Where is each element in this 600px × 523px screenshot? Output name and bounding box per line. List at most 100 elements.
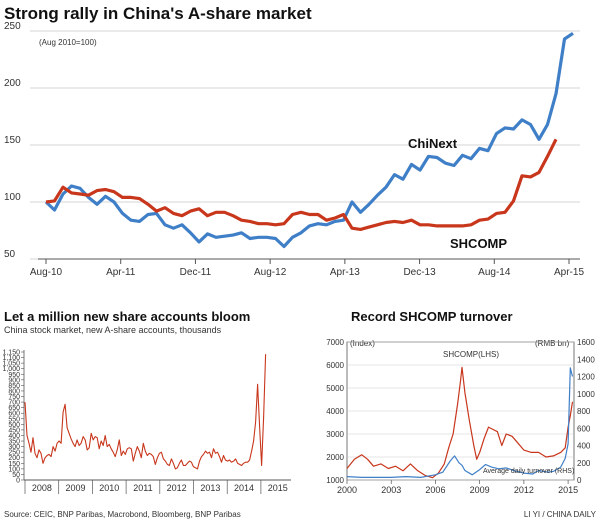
main-x-tick-label: Aug-10	[30, 267, 63, 278]
main-x-tick-label: Dec-13	[403, 267, 436, 278]
accounts-y-tick-label: 300	[8, 444, 20, 451]
main-y-tick-label: 150	[4, 135, 21, 146]
turnover-x-tick-label: 2012	[514, 485, 534, 495]
accounts-y-tick-label: 1,150	[2, 350, 20, 357]
accounts-y-tick-label: 650	[8, 405, 20, 412]
turnover-left-tick-label: 4000	[326, 407, 344, 416]
main-chart-grid	[30, 30, 580, 260]
turnover-left-tick-label: 5000	[326, 384, 344, 393]
accounts-chart: Let a million new share accounts bloom C…	[2, 309, 291, 494]
main-chart-lines	[44, 31, 574, 249]
accounts-y-tick-label: 1,050	[2, 361, 20, 368]
accounts-y-tick-label: 750	[8, 394, 20, 401]
main-y-tick-label: 200	[4, 78, 21, 89]
turnover-chart-y-ticks: 1000 2000 3000 4000 5000 6000 7000 0 200 400 600 80…	[326, 338, 595, 485]
accounts-x-tick-label: 2009	[66, 483, 86, 493]
accounts-x-tick-label: 2011	[133, 483, 152, 493]
turnover-right-tick-label: 800	[577, 407, 591, 416]
accounts-chart-x-ticks: 2008 2009 2010 2011 2012 2013 2014 2015	[24, 479, 291, 494]
turnover-right-tick-label: 1600	[577, 338, 595, 347]
accounts-line	[24, 354, 267, 470]
turnover-left-tick-label: 3000	[326, 430, 344, 439]
turnover-line	[346, 367, 574, 478]
accounts-y-tick-label: 500	[8, 422, 20, 429]
turnover-right-tick-label: 200	[577, 459, 591, 468]
main-chart: Strong rally in China's A-share market (…	[4, 4, 584, 278]
turnover-chart-lines	[346, 366, 574, 479]
turnover-chart-title: Record SHCOMP turnover	[351, 309, 513, 324]
accounts-y-tick-label: 850	[8, 383, 20, 390]
credit-note: LI YI / CHINA DAILY	[524, 510, 597, 519]
turnover-x-tick-label: 2015	[558, 485, 578, 495]
accounts-chart-subtitle: China stock market, new A-share accounts…	[4, 325, 222, 335]
main-x-tick-label: Aug-14	[478, 267, 511, 278]
turnover-right-tick-label: 0	[577, 476, 582, 485]
accounts-y-tick-label: 0	[16, 478, 20, 485]
accounts-y-tick-label: 50	[12, 472, 20, 479]
accounts-y-tick-label: 100	[8, 466, 20, 473]
accounts-y-tick-label: 1,000	[2, 366, 20, 373]
accounts-x-tick-label: 2015	[268, 483, 288, 493]
main-chart-title: Strong rally in China's A-share market	[4, 4, 312, 23]
turnover-left-tick-label: 6000	[326, 361, 344, 370]
main-y-tick-label: 50	[4, 249, 16, 260]
accounts-chart-title: Let a million new share accounts bloom	[4, 309, 250, 324]
turnover-right-tick-label: 600	[577, 424, 591, 433]
turnover-right-tick-label: 1200	[577, 373, 595, 382]
accounts-y-tick-label: 350	[8, 439, 20, 446]
shcomp-index-line	[346, 366, 574, 479]
main-x-tick-label: Aug-12	[254, 267, 287, 278]
turnover-chart: Record SHCOMP turnover (Index) (RMB bn) …	[326, 309, 595, 495]
accounts-x-tick-label: 2010	[99, 483, 119, 493]
turnover-right-tick-label: 400	[577, 442, 591, 451]
turnover-right-tick-label: 1400	[577, 355, 595, 364]
accounts-y-tick-label: 600	[8, 411, 20, 418]
accounts-y-tick-label: 700	[8, 400, 20, 407]
turnover-right-axis-label: (RMB bn)	[535, 339, 570, 348]
turnover-left-tick-label: 7000	[326, 338, 344, 347]
turnover-left-tick-label: 1000	[326, 476, 344, 485]
chinext-label: ChiNext	[408, 136, 458, 151]
accounts-y-tick-label: 950	[8, 372, 20, 379]
turnover-x-tick-label: 2006	[425, 485, 445, 495]
source-note: Source: CEIC, BNP Paribas, Macrobond, Bl…	[4, 510, 241, 519]
main-x-tick-label: Apr-15	[554, 267, 584, 278]
main-x-tick-label: Apr-11	[106, 267, 136, 278]
accounts-y-tick-label: 450	[8, 427, 20, 434]
accounts-y-tick-label: 800	[8, 388, 20, 395]
turnover-x-tick-label: 2003	[381, 485, 401, 495]
accounts-y-tick-label: 250	[8, 450, 20, 457]
turnover-x-tick-label: 2000	[337, 485, 357, 495]
main-chart-x-ticks: Aug-10 Apr-11 Dec-11 Aug-12 Apr-13 Dec-13 Aug-…	[30, 259, 584, 278]
turnover-x-tick-label: 2009	[470, 485, 490, 495]
accounts-y-tick-label: 200	[8, 455, 20, 462]
turnover-chart-x-ticks: 2000 2003 2006 2009 2012 2015	[337, 480, 578, 495]
main-chart-subtitle: (Aug 2010=100)	[39, 38, 97, 47]
turnover-left-axis-label: (Index)	[350, 339, 375, 348]
main-x-tick-label: Apr-13	[330, 267, 360, 278]
turnover-left-tick-label: 2000	[326, 453, 344, 462]
main-y-tick-label: 100	[4, 192, 21, 203]
accounts-y-tick-label: 550	[8, 416, 20, 423]
shcomp-line	[45, 138, 558, 231]
accounts-y-tick-label: 400	[8, 433, 20, 440]
shcomp-lhs-annotation: SHCOMP(LHS)	[443, 350, 499, 359]
accounts-y-tick-label: 1,100	[2, 355, 20, 362]
accounts-x-tick-label: 2014	[234, 483, 254, 493]
turnover-right-tick-label: 1000	[577, 390, 595, 399]
accounts-y-tick-label: 150	[8, 461, 20, 468]
shcomp-label: SHCOMP	[450, 236, 507, 251]
accounts-x-tick-label: 2012	[167, 483, 187, 493]
accounts-y-tick-label: 900	[8, 377, 20, 384]
main-chart-y-ticks: 50 100 150 200 250	[4, 21, 21, 260]
main-y-tick-label: 250	[4, 21, 21, 32]
accounts-x-tick-label: 2008	[32, 483, 52, 493]
turnover-chart-grid	[346, 341, 575, 481]
chinext-line	[44, 31, 574, 249]
main-x-tick-label: Dec-11	[180, 267, 212, 278]
accounts-chart-lines	[24, 354, 267, 470]
accounts-x-tick-label: 2013	[200, 483, 220, 493]
turnover-rhs-annotation: Average daily turnover (RHS)	[483, 468, 574, 475]
accounts-chart-y-ticks: 0501001502002503003504004505005506006507…	[2, 350, 25, 485]
